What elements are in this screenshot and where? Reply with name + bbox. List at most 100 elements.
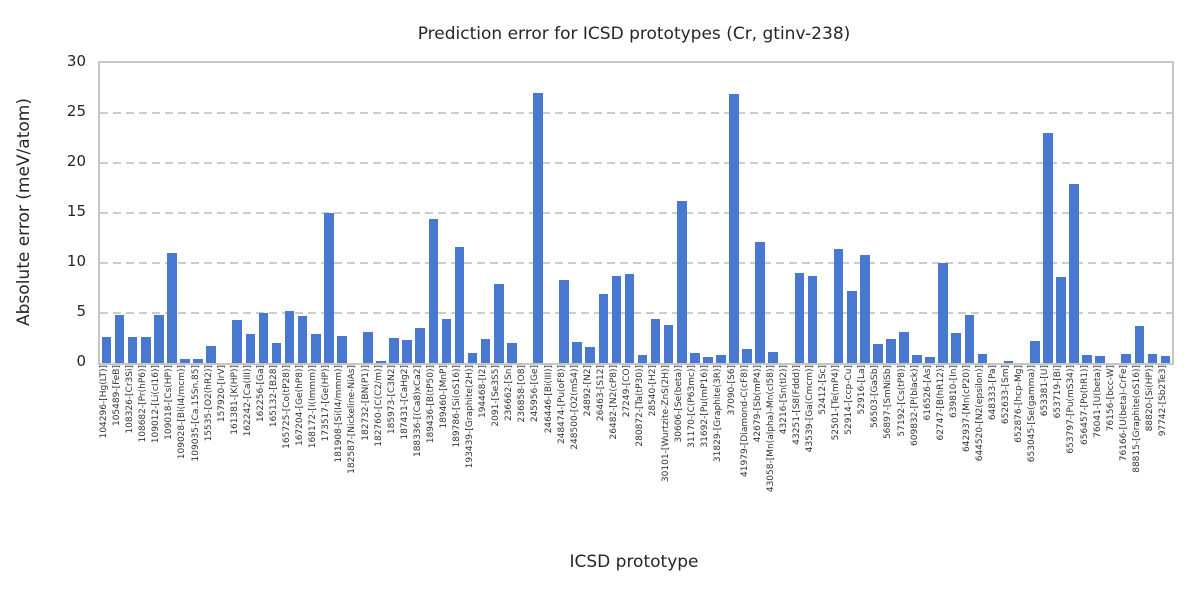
- x-tick-label: 76041-[U(beta)]: [1092, 365, 1103, 438]
- x-tick-label: 56897-[SmNiSb]: [883, 365, 894, 440]
- x-tick-label: 109035-[Ca.15Sn.85]: [190, 365, 201, 462]
- bar: [703, 357, 713, 363]
- bar: [363, 332, 373, 363]
- bar: [1029, 341, 1040, 363]
- gridline-y10: [100, 262, 1172, 264]
- x-tick-label: 104296-[Hg(LT)]: [99, 365, 110, 439]
- bar: [1134, 326, 1145, 363]
- bar: [258, 313, 269, 363]
- bar: [873, 344, 883, 363]
- bar: [598, 294, 609, 363]
- bar: [101, 337, 112, 363]
- x-tick-label: 189436-[B(tP50)]: [425, 365, 436, 444]
- x-tick-label: 653719-[Bi]: [1053, 365, 1064, 419]
- bar: [951, 333, 962, 363]
- bar: [232, 320, 243, 363]
- bar: [833, 249, 844, 363]
- bar: [729, 94, 739, 363]
- bar: [1003, 361, 1014, 363]
- bar: [402, 340, 412, 363]
- x-tick-label: 37090-[S6]: [726, 365, 737, 416]
- x-tick-label: 248500-[O2(mS4)]: [569, 365, 580, 450]
- bar: [585, 347, 596, 363]
- bar: [310, 334, 321, 363]
- x-tick-label: 182760-[C(C2/m)]: [373, 365, 384, 447]
- x-tick-label: 2091-[Se3S5]: [491, 365, 502, 427]
- bar: [467, 353, 478, 363]
- x-tick-label: 52412-[Sc]: [818, 365, 829, 415]
- x-tick-label: 26482-[N2(cP8)]: [608, 365, 619, 440]
- bar: [154, 315, 164, 363]
- x-tick-label: 105489-[FeB]: [112, 365, 123, 427]
- x-axis-tick-labels: 104296-[Hg(LT)] 105489-[FeB] 108326-[Cr3Si…: [98, 365, 1170, 535]
- bar: [859, 255, 870, 363]
- x-tick-label: 648333-[Pa]: [988, 365, 998, 421]
- x-tick-label: 108682-[Pr(hP6)]: [138, 365, 149, 443]
- bar: [977, 354, 988, 363]
- bar: [912, 355, 922, 363]
- chart-title: Prediction error for ICSD prototypes (Cr…: [417, 24, 851, 44]
- bar: [1043, 133, 1053, 363]
- x-tick-label: 185973-[C3N2]: [386, 365, 397, 435]
- y-tick-label: 0: [76, 352, 86, 370]
- bar: [1121, 354, 1132, 363]
- bar: [428, 219, 439, 363]
- x-tick-label: 189460-[MnP]: [438, 365, 449, 429]
- bar: [480, 339, 491, 363]
- x-tick-label: 182732-[BN(P1)]: [360, 365, 371, 441]
- x-tick-label: 15535-[O2(hR2)]: [203, 365, 214, 442]
- x-tick-label: 88815-[Graphite(oS16)]: [1131, 365, 1142, 473]
- x-tick-label: 108326-[Cr3Si]: [125, 365, 136, 434]
- bar: [768, 352, 779, 363]
- bar: [650, 319, 661, 363]
- x-tick-label: 52916-[La]: [857, 365, 868, 415]
- y-tick-label: 30: [66, 52, 86, 70]
- x-tick-label: 653045-[Se(gamma)]: [1027, 365, 1038, 463]
- x-tick-label: 109018-[Cs(HP)]: [164, 365, 175, 440]
- bar: [1082, 355, 1092, 363]
- x-tick-label: 165725-[Co(tP28)]: [282, 365, 293, 449]
- x-tick-label: 88820-[Si(HP)]: [1144, 365, 1155, 432]
- x-tick-label: 43058-[Mn(alpha)-Mn(cI58)]: [765, 365, 776, 493]
- bar: [676, 201, 687, 363]
- x-tick-label: 76156-[bcc-W]: [1105, 365, 1116, 432]
- x-tick-label: 52501-[Te(mP4)]: [831, 365, 842, 441]
- bar: [1160, 356, 1171, 363]
- x-tick-label: 62747-[B(hR12)]: [935, 365, 946, 441]
- x-tick-label: 30606-[Se(beta)]: [674, 365, 685, 443]
- gridline-y15: [100, 212, 1172, 214]
- x-tick-label: 173517-[Ge(HP)]: [321, 365, 332, 442]
- x-tick-label: 109028-[Bi(I4/mcm)]: [177, 365, 188, 460]
- x-tick-label: 162256-[Ga]: [255, 365, 266, 423]
- gridline-y20: [100, 162, 1172, 164]
- x-tick-label: 280872-[Ta(tP30)]: [635, 365, 646, 447]
- y-tick-label: 25: [66, 102, 86, 120]
- x-tick-label: 639810-[In]: [948, 365, 959, 418]
- x-tick-label: 31692-[Pu(mP16)]: [700, 365, 711, 448]
- bar: [611, 276, 622, 363]
- gridline-y5: [100, 312, 1172, 314]
- bar: [624, 274, 635, 363]
- y-tick-label: 10: [66, 252, 86, 270]
- x-tick-label: 246446-[Bi(III)]: [543, 365, 554, 434]
- x-tick-label: 43539-[Ga(Cmcm)]: [804, 365, 815, 453]
- bar: [297, 316, 308, 363]
- bar: [180, 359, 190, 363]
- plot-area: [98, 61, 1174, 365]
- bar: [716, 355, 726, 363]
- bar: [1095, 356, 1105, 363]
- bar: [337, 336, 347, 363]
- x-tick-label: 31829-[Graphite(3R)]: [713, 365, 724, 463]
- x-tick-label: 27249-[CO]: [621, 365, 632, 418]
- bar: [493, 284, 504, 363]
- bar: [886, 339, 896, 363]
- bar: [794, 273, 805, 363]
- x-tick-label: 165132-[B28]: [268, 365, 279, 428]
- bar: [742, 349, 752, 363]
- x-tick-label: 167204-[Ge(hP8)]: [295, 365, 306, 447]
- x-tick-label: 653797-[Pu(mS34)]: [1066, 365, 1077, 454]
- bar: [454, 247, 465, 363]
- gridline-y25: [100, 112, 1172, 114]
- x-tick-label: 157920-[IrV]: [216, 365, 227, 423]
